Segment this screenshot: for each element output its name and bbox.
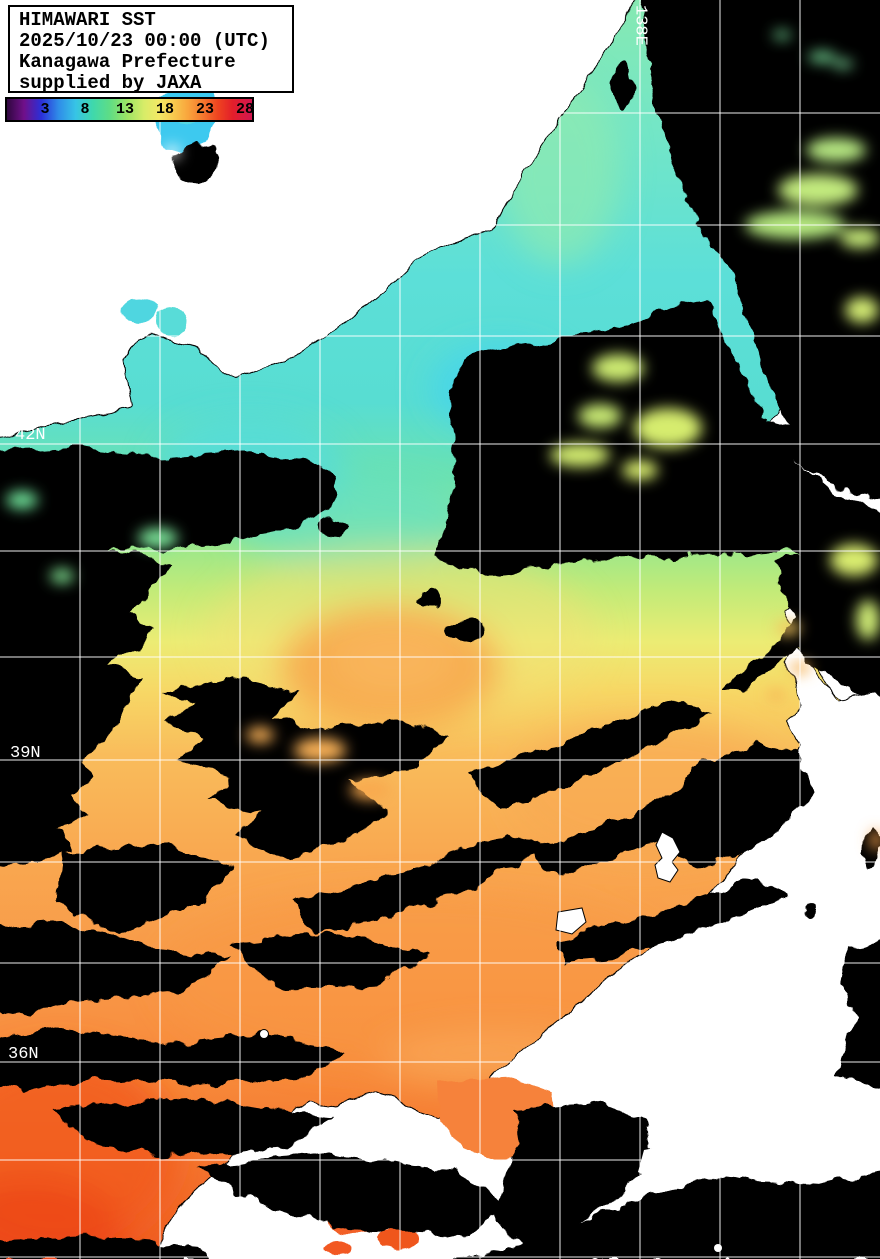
colorbar-tick: 8 <box>80 101 90 118</box>
island-sado <box>654 831 681 883</box>
map-label-layer: 138E 42N 39N 36N <box>8 5 650 1064</box>
colorbar-tick: 18 <box>155 101 174 118</box>
colorbar-tick: 28 <box>235 101 254 118</box>
colorbar-tick: 13 <box>115 101 134 118</box>
region-name: Kanagawa Prefecture <box>19 51 236 73</box>
colorbar-gradient <box>7 99 252 120</box>
island-dot <box>259 1029 269 1039</box>
colorbar-tick: 23 <box>195 101 214 118</box>
grid-label: 42N <box>15 426 46 445</box>
data-credit: supplied by JAXA <box>19 72 202 94</box>
product-title: HIMAWARI SST <box>19 9 156 31</box>
timestamp: 2025/10/23 00:00 (UTC) <box>19 30 270 52</box>
grid-label: 39N <box>10 744 41 763</box>
temperature-colorbar: 3 8 13 18 23 28 <box>5 97 254 122</box>
island-small-white-blob <box>555 907 587 935</box>
data-flecks-layer <box>6 31 880 850</box>
grid-label: 36N <box>8 1045 39 1064</box>
colorbar-tick: 3 <box>40 101 50 118</box>
island-layer <box>259 831 681 1039</box>
grid-label: 138E <box>631 5 650 46</box>
title-box: HIMAWARI SST 2025/10/23 00:00 (UTC) Kana… <box>8 5 294 94</box>
